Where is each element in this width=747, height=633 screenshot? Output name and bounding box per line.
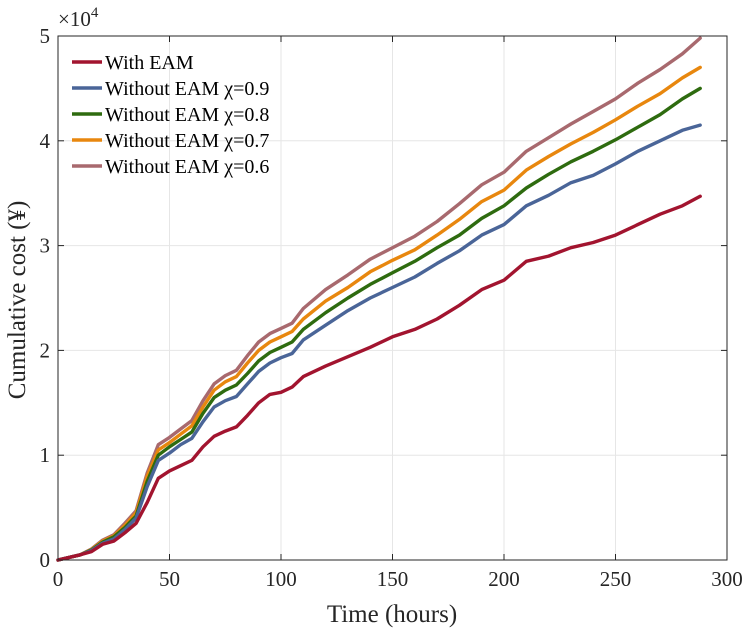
legend-label: With EAM	[105, 52, 194, 74]
legend-item: Without EAM χ=0.9	[72, 78, 269, 100]
x-tick-label: 150	[377, 567, 409, 591]
x-tick-label: 250	[600, 567, 632, 591]
y-tick-label: 0	[40, 548, 51, 572]
y-axis-label: Cumulative cost (¥)	[4, 201, 31, 400]
series-lines	[56, 36, 702, 562]
x-tick-label: 50	[159, 567, 180, 591]
legend-item: Without EAM χ=0.7	[72, 130, 269, 152]
y-tick-label: 1	[40, 443, 51, 467]
x-axis-label: Time (hours)	[327, 601, 457, 628]
y-tick-label: 3	[40, 234, 51, 258]
legend-label: Without EAM χ=0.6	[105, 156, 269, 178]
axis-ticks: 0 50 100 150 200 250 300 0 1 2 3 4 5	[40, 24, 743, 591]
legend-label: Without EAM χ=0.8	[105, 104, 269, 126]
x-tick-label: 0	[53, 567, 64, 591]
x-tick-label: 200	[488, 567, 520, 591]
legend-item: Without EAM χ=0.6	[72, 156, 269, 178]
legend-item: With EAM	[72, 52, 194, 74]
y-axis-exponent: ×104	[58, 5, 99, 31]
y-tick-label: 5	[40, 24, 51, 48]
legend-label: Without EAM χ=0.7	[105, 130, 269, 152]
x-tick-label: 300	[711, 567, 743, 591]
series-line-with-eam	[56, 194, 702, 562]
legend-item: Without EAM χ=0.8	[72, 104, 269, 126]
legend-label: Without EAM χ=0.9	[105, 78, 269, 100]
y-tick-label: 2	[40, 338, 51, 362]
y-tick-label: 4	[40, 129, 51, 153]
legend: With EAM Without EAM χ=0.9 Without EAM χ=0…	[72, 52, 269, 178]
x-tick-label: 100	[265, 567, 297, 591]
series-line-without-eam-0.9	[56, 123, 702, 562]
